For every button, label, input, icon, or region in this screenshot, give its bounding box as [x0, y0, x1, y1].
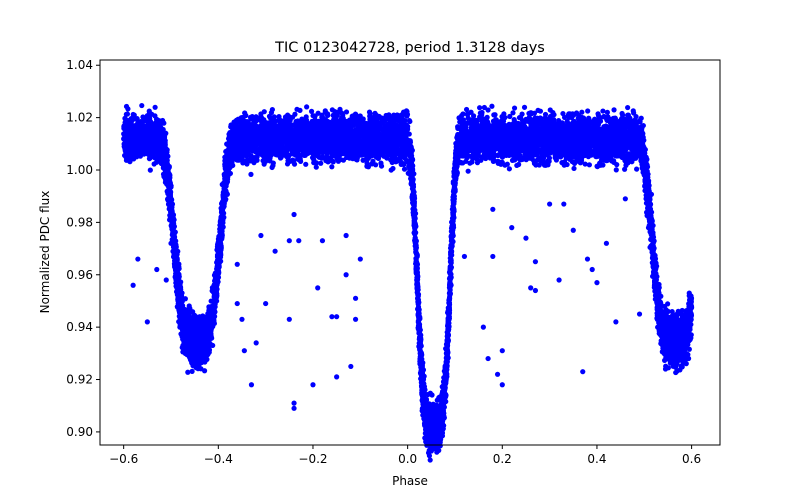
data-point [329, 164, 335, 170]
data-point [378, 163, 385, 169]
data-point [526, 114, 532, 121]
data-point [304, 104, 310, 110]
data-point [330, 112, 336, 118]
data-point [521, 104, 528, 110]
data-point [506, 166, 512, 172]
data-point [518, 115, 524, 121]
data-point [542, 111, 549, 118]
data-point [248, 171, 254, 177]
data-point [586, 162, 592, 168]
data-point [571, 165, 577, 172]
data-point [322, 155, 329, 161]
data-point [291, 158, 297, 164]
data-point [402, 117, 408, 124]
data-point [465, 168, 471, 174]
data-point [516, 161, 522, 168]
data-point [455, 124, 461, 130]
data-point [343, 109, 350, 115]
data-point [485, 107, 491, 113]
data-point [330, 159, 336, 165]
data-points [121, 102, 695, 463]
data-point [312, 113, 318, 119]
data-point [601, 113, 607, 120]
data-point [507, 113, 513, 120]
data-point [130, 111, 136, 118]
data-point [600, 108, 606, 114]
data-point [147, 167, 153, 173]
data-point [125, 106, 131, 112]
data-point [510, 110, 516, 116]
data-point [534, 115, 540, 121]
data-point [139, 102, 145, 109]
data-point [308, 108, 315, 114]
data-point [490, 158, 496, 164]
data-point [586, 115, 592, 121]
data-point [134, 115, 140, 122]
data-point [613, 167, 619, 173]
data-point [370, 158, 376, 164]
data-point [577, 160, 584, 166]
data-point [398, 159, 404, 165]
data-point [152, 113, 158, 119]
data-point [252, 155, 259, 161]
data-point [427, 457, 433, 463]
data-point [470, 113, 477, 119]
data-point [123, 111, 129, 117]
data-point [585, 108, 591, 114]
chart-title: TIC 0123042728, period 1.3128 days [274, 40, 545, 56]
data-point [154, 159, 160, 165]
data-point [463, 106, 470, 113]
data-point [318, 160, 324, 166]
data-point [511, 105, 518, 111]
data-point [481, 104, 487, 111]
